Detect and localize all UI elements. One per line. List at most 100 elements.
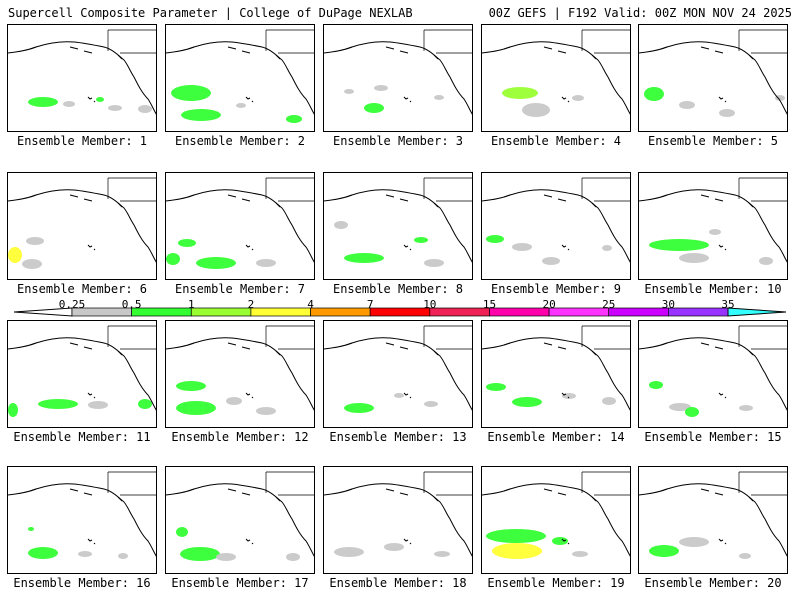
map-field xyxy=(482,325,630,411)
ensemble-member-label: Ensemble Member: 3 xyxy=(332,134,464,148)
map-field xyxy=(639,177,787,265)
ensemble-member-label: Ensemble Member: 2 xyxy=(174,134,306,148)
scp-field-blob xyxy=(552,537,568,545)
political-borders xyxy=(423,471,472,496)
islands xyxy=(29,46,123,60)
ensemble-member-label: Ensemble Member: 9 xyxy=(490,282,622,296)
scp-field-blob xyxy=(364,103,384,113)
islands xyxy=(660,46,754,60)
political-borders xyxy=(738,325,787,350)
legend-tick-label: 0.25 xyxy=(58,298,86,311)
scp-field-blob xyxy=(759,257,773,265)
scp-field-blob xyxy=(512,397,542,407)
hawaii xyxy=(245,96,254,103)
scp-field-blob xyxy=(181,109,221,121)
hawaii xyxy=(403,96,412,103)
scp-field-blob xyxy=(171,85,211,101)
ensemble-member-label: Ensemble Member: 18 xyxy=(329,576,467,590)
scp-field-blob xyxy=(649,381,663,389)
islands xyxy=(660,488,754,502)
legend-swatch xyxy=(310,307,371,317)
legend-tick-label: 20 xyxy=(542,298,556,311)
scp-field-blob xyxy=(486,383,506,391)
islands xyxy=(503,488,597,502)
legend-tick-label: 2 xyxy=(247,298,255,311)
scp-field-blob xyxy=(414,237,428,243)
scp-field-blob xyxy=(256,407,276,415)
political-borders xyxy=(107,325,156,350)
coastline xyxy=(639,337,787,411)
scp-field-blob xyxy=(669,403,691,411)
hawaii xyxy=(561,392,570,399)
scp-field-blob xyxy=(286,553,300,561)
coastline xyxy=(482,41,630,115)
legend-tick-label: 35 xyxy=(721,298,735,311)
political-borders xyxy=(581,325,630,350)
coastline xyxy=(482,189,630,263)
legend-swatch xyxy=(668,307,729,317)
political-borders xyxy=(265,29,314,54)
hawaii xyxy=(561,244,570,251)
hawaii xyxy=(403,244,412,251)
legend-swatch xyxy=(250,307,311,317)
hawaii xyxy=(245,538,254,545)
map-field xyxy=(166,177,314,269)
ensemble-member-label: Ensemble Member: 6 xyxy=(16,282,148,296)
ensemble-member-map xyxy=(481,466,631,574)
scp-field-blob xyxy=(502,87,538,99)
hawaii xyxy=(718,392,727,399)
scp-field-blob xyxy=(486,529,546,543)
map-field xyxy=(639,471,787,559)
coastline xyxy=(166,483,314,557)
scp-field-blob xyxy=(166,253,180,265)
scp-field-blob xyxy=(88,401,108,409)
scp-field-blob xyxy=(719,109,735,117)
islands xyxy=(187,342,281,356)
map-field xyxy=(8,471,156,559)
scp-field-blob xyxy=(492,543,542,559)
political-borders xyxy=(581,471,630,496)
scp-field-blob xyxy=(28,547,58,559)
scp-field-blob xyxy=(78,551,92,557)
scp-field-blob xyxy=(334,221,348,229)
ensemble-member-map xyxy=(638,172,788,280)
scp-field-blob xyxy=(384,543,404,551)
scp-field-blob xyxy=(344,89,354,94)
coastline xyxy=(324,337,472,411)
political-borders xyxy=(738,177,787,202)
scp-field-blob xyxy=(344,403,374,413)
scp-field-blob xyxy=(649,545,679,557)
scp-field-blob xyxy=(685,407,699,417)
hawaii xyxy=(718,244,727,251)
islands xyxy=(345,194,439,208)
political-borders xyxy=(265,471,314,496)
coastline xyxy=(639,189,787,263)
legend-swatch xyxy=(429,307,490,317)
ensemble-member-label: Ensemble Member: 7 xyxy=(174,282,306,296)
color-scale-legend xyxy=(13,307,787,317)
legend-swatch xyxy=(608,307,669,317)
map-field xyxy=(324,177,472,267)
scp-field-blob xyxy=(374,85,388,91)
ensemble-member-label: Ensemble Member: 4 xyxy=(490,134,622,148)
scp-field-blob xyxy=(96,97,104,102)
legend-tick-label: 1 xyxy=(187,298,195,311)
ensemble-member-label: Ensemble Member: 19 xyxy=(487,576,625,590)
islands xyxy=(660,342,754,356)
ensemble-member-label: Ensemble Member: 11 xyxy=(13,430,151,444)
map-field xyxy=(482,177,630,265)
ensemble-member-label: Ensemble Member: 1 xyxy=(16,134,148,148)
hawaii xyxy=(87,244,96,251)
political-borders xyxy=(423,29,472,54)
map-field xyxy=(324,325,472,413)
political-borders xyxy=(738,471,787,496)
coastline xyxy=(639,483,787,557)
ensemble-member-map xyxy=(323,466,473,574)
ensemble-member-map xyxy=(165,466,315,574)
hawaii xyxy=(245,392,254,399)
scp-field-blob xyxy=(512,243,532,251)
scp-field-blob xyxy=(22,259,42,269)
ensemble-member-label: Ensemble Member: 20 xyxy=(644,576,782,590)
islands xyxy=(187,488,281,502)
map-field xyxy=(166,471,314,561)
